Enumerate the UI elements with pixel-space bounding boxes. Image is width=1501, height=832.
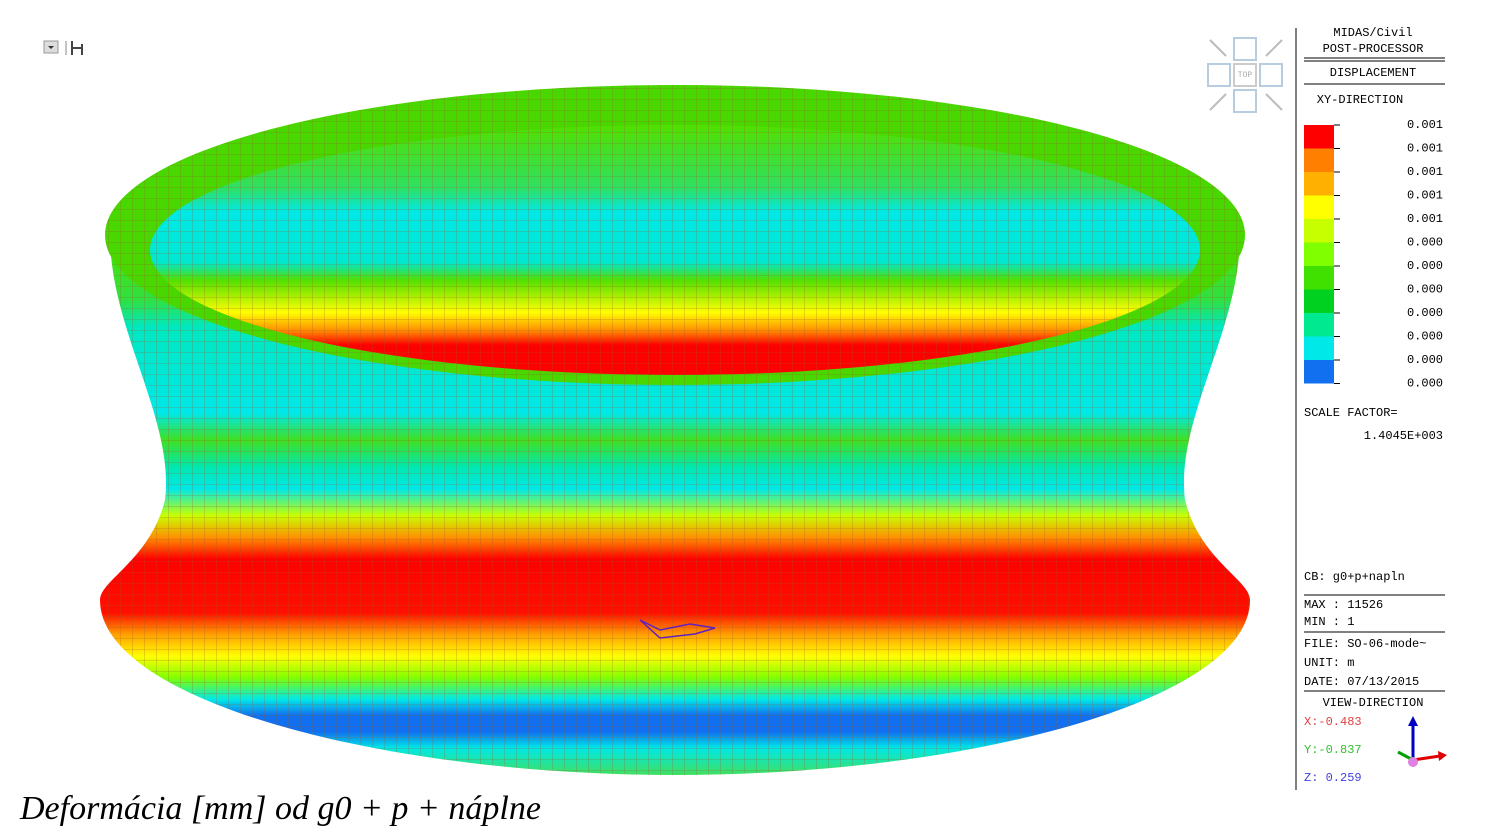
legend-label: 0.001 bbox=[1407, 189, 1443, 203]
legend-swatch bbox=[1304, 219, 1334, 243]
view-z: Z: 0.259 bbox=[1304, 771, 1362, 785]
legend-swatch bbox=[1304, 148, 1334, 172]
legend-label: 0.000 bbox=[1407, 306, 1443, 320]
min: MIN : 1 bbox=[1304, 615, 1354, 629]
legend-label: 0.001 bbox=[1407, 212, 1443, 226]
legend: 0.001 0.001 0.001 0.001 0.001 0.000 0.000 0.000… bbox=[1304, 118, 1443, 391]
legend-swatch bbox=[1304, 266, 1334, 290]
legend-label: 0.000 bbox=[1407, 377, 1443, 391]
legend-label: 0.000 bbox=[1407, 236, 1443, 250]
scale-factor-label: SCALE FACTOR= bbox=[1304, 406, 1398, 420]
legend-label: 0.001 bbox=[1407, 118, 1443, 132]
result-panel bbox=[1295, 28, 1445, 790]
result-type: DISPLACEMENT bbox=[1330, 66, 1416, 80]
module: POST-PROCESSOR bbox=[1323, 42, 1424, 56]
legend-swatch bbox=[1304, 360, 1334, 384]
view-cube[interactable] bbox=[1207, 37, 1283, 113]
legend-swatch bbox=[1304, 289, 1334, 313]
legend-label: 0.001 bbox=[1407, 142, 1443, 156]
view-y: Y:-0.837 bbox=[1304, 743, 1362, 757]
view-cube-label[interactable]: TOP bbox=[1238, 71, 1253, 80]
date: DATE: 07/13/2015 bbox=[1304, 675, 1419, 689]
legend-label: 0.000 bbox=[1407, 283, 1443, 297]
model bbox=[100, 85, 1250, 775]
legend-label: 0.000 bbox=[1407, 330, 1443, 344]
unit: UNIT: m bbox=[1304, 656, 1354, 670]
legend-label: 0.000 bbox=[1407, 353, 1443, 367]
component: XY-DIRECTION bbox=[1317, 93, 1403, 107]
legend-swatch bbox=[1304, 336, 1334, 360]
view-direction-title: VIEW-DIRECTION bbox=[1323, 696, 1424, 710]
caption: Deformácia [mm] od g0 + p + náplne bbox=[20, 790, 541, 827]
legend-label: 0.001 bbox=[1407, 165, 1443, 179]
legend-swatch bbox=[1304, 172, 1334, 196]
combination: CB: g0+p+napln bbox=[1304, 570, 1405, 584]
toolbar[interactable] bbox=[43, 40, 83, 55]
legend-swatch bbox=[1304, 195, 1334, 219]
legend-label: 0.000 bbox=[1407, 259, 1443, 273]
view-x: X:-0.483 bbox=[1304, 715, 1362, 729]
axis-triad bbox=[1397, 716, 1447, 767]
legend-swatch bbox=[1304, 242, 1334, 266]
scale-factor: 1.4045E+003 bbox=[1364, 429, 1443, 443]
product: MIDAS/Civil bbox=[1333, 26, 1412, 40]
legend-swatch bbox=[1304, 125, 1334, 149]
max: MAX : 11526 bbox=[1304, 598, 1383, 612]
legend-swatch bbox=[1304, 313, 1334, 337]
file: FILE: SO-06-mode~ bbox=[1304, 637, 1426, 651]
